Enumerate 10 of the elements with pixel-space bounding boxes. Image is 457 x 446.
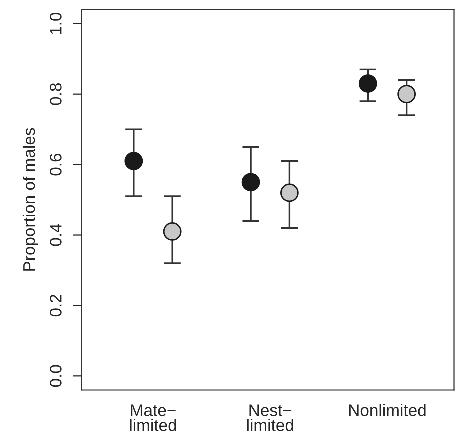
y-tick-label: 0.8 <box>50 83 62 106</box>
x-tick-label: Nest− limited <box>247 404 294 432</box>
y-tick-label: 0.6 <box>50 154 62 176</box>
y-tick-label: 0.0 <box>50 365 62 388</box>
y-tick-label: 0.2 <box>50 294 62 317</box>
x-tick-label: Nonlimited <box>350 404 426 416</box>
y-tick-label: 0.4 <box>50 224 62 246</box>
x-tick-label: Mate− limited <box>130 404 176 432</box>
y-tick-label: 1.0 <box>50 12 62 34</box>
y-axis-title: Proportion of males <box>22 128 38 271</box>
